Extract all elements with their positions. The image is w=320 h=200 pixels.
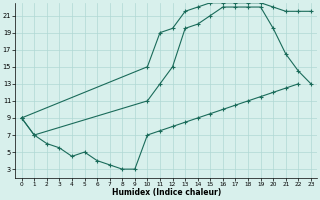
X-axis label: Humidex (Indice chaleur): Humidex (Indice chaleur) (112, 188, 221, 197)
